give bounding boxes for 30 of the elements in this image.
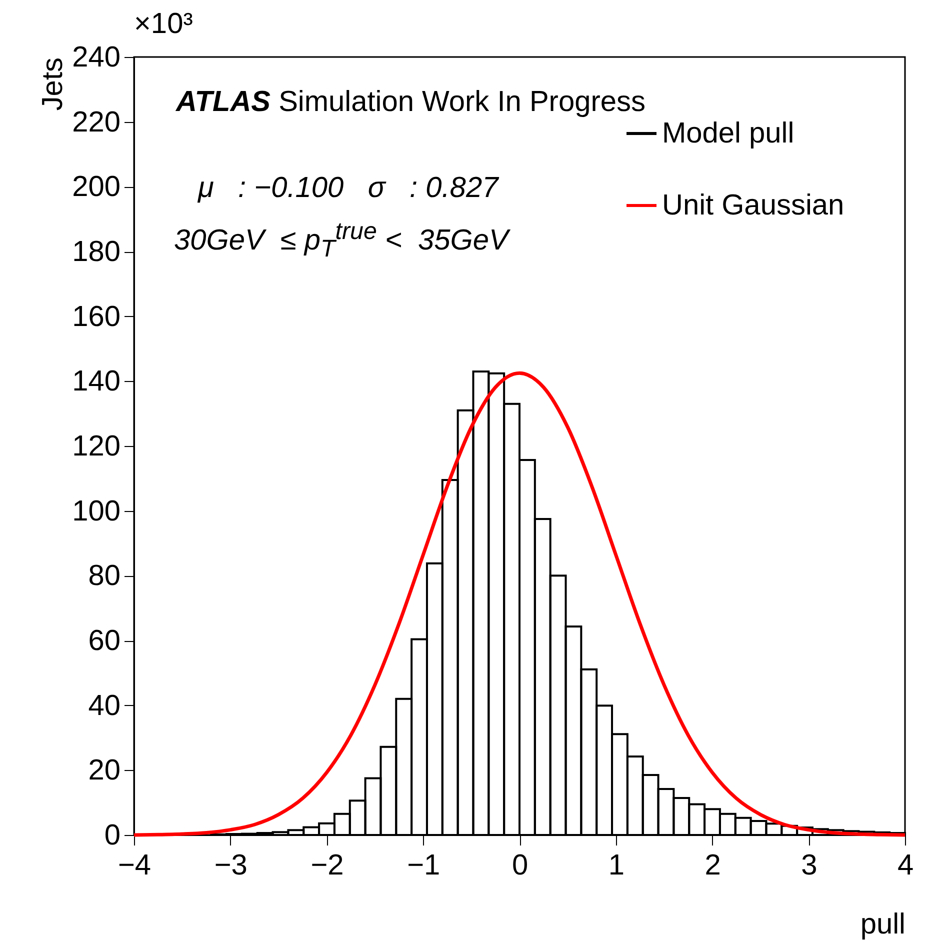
- y-tick-label: 240: [72, 42, 120, 74]
- annotation: μ : −0.100 σ : 0.827: [198, 172, 498, 205]
- y-tick-label: 160: [72, 300, 120, 333]
- y-tick-label: 180: [72, 236, 120, 268]
- x-tick-label: 4: [897, 850, 914, 882]
- y-tick-label: 0: [104, 820, 120, 852]
- x-axis-title: pull: [860, 908, 906, 940]
- x-tick-label: −3: [214, 850, 248, 882]
- text: ×10³: [134, 8, 193, 41]
- x-tick-label: 2: [704, 850, 721, 882]
- y-tick-label: 140: [72, 366, 120, 398]
- x-tick-label: −2: [310, 850, 344, 882]
- x-tick-label: −1: [407, 850, 440, 882]
- x-tick-label: 3: [801, 850, 818, 882]
- x-tick-label: 1: [608, 850, 624, 882]
- annotation: 30GeV ≤ p$_{T}$$^{true}$ < 35GeV: [174, 218, 508, 264]
- y-tick-label: 60: [88, 625, 120, 657]
- y-tick-label: 100: [72, 495, 120, 528]
- y-tick-label: 200: [72, 171, 120, 204]
- x-tick-label: −4: [118, 850, 152, 882]
- y-tick-label: 20: [88, 754, 120, 787]
- legend-label: Model pull: [662, 118, 794, 150]
- annotation: ATLAS Simulation Work In Progress: [176, 86, 646, 119]
- y-tick-label: 40: [88, 690, 120, 722]
- y-tick-label: 120: [72, 430, 120, 462]
- y-tick-label: 80: [88, 560, 120, 592]
- y-axis-title: Jets: [37, 58, 70, 111]
- y-tick-label: 220: [72, 106, 120, 138]
- legend-label: Unit Gaussian: [662, 190, 844, 222]
- x-tick-label: 0: [512, 850, 528, 882]
